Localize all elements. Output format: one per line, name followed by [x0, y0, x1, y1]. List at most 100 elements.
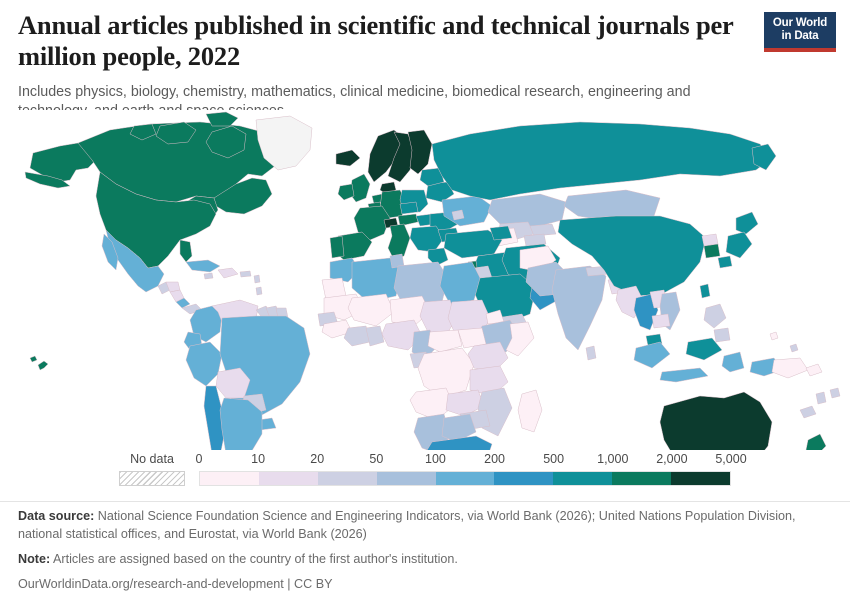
legend-bin-0[interactable]	[200, 472, 259, 485]
country-nigeria[interactable]	[381, 319, 423, 351]
country-zambia[interactable]	[445, 389, 485, 417]
island-baffin[interactable]	[205, 125, 247, 159]
island-banks[interactable]	[129, 123, 157, 141]
island-victoria[interactable]	[155, 121, 197, 145]
country-hawaii[interactable]	[37, 360, 49, 371]
country-malaysia-borneo[interactable]	[685, 337, 723, 361]
country-new-zealand-north[interactable]	[805, 433, 827, 450]
country-portugal[interactable]	[329, 235, 345, 259]
country-philippines[interactable]	[703, 303, 727, 329]
country-hawaii-2[interactable]	[29, 355, 38, 363]
country-mali[interactable]	[347, 293, 395, 327]
country-chile[interactable]	[203, 385, 225, 450]
country-japan-honshu[interactable]	[725, 231, 753, 259]
country-canada-east[interactable]	[213, 177, 273, 215]
islands-lesser-antilles[interactable]	[253, 274, 261, 284]
country-central-african-republic[interactable]	[427, 329, 463, 353]
island-pacific-small-1[interactable]	[789, 343, 799, 353]
island-ellesmere[interactable]	[205, 111, 239, 127]
country-ireland[interactable]	[337, 183, 355, 201]
legend-no-data-swatch[interactable]	[119, 471, 185, 486]
country-kamchatka[interactable]	[751, 143, 777, 171]
country-france[interactable]	[353, 205, 391, 241]
country-argentina[interactable]	[219, 397, 263, 450]
island-pacific-small-2[interactable]	[769, 331, 779, 341]
country-peru[interactable]	[185, 341, 223, 387]
country-kyrgyzstan[interactable]	[529, 223, 557, 237]
footer-note-label: Note:	[18, 551, 51, 566]
country-india[interactable]	[551, 265, 607, 351]
country-jamaica[interactable]	[203, 272, 214, 280]
country-mexico[interactable]	[105, 229, 165, 293]
country-georgia-armenia[interactable]	[489, 225, 513, 241]
country-costa-rica[interactable]	[175, 297, 191, 309]
country-indonesia-java[interactable]	[659, 367, 709, 383]
legend-bin-5[interactable]	[494, 472, 554, 485]
chart-header: Annual articles published in scientific …	[18, 10, 758, 121]
country-south-africa[interactable]	[426, 435, 493, 450]
country-tajikistan[interactable]	[523, 233, 547, 247]
country-sri-lanka[interactable]	[585, 345, 597, 361]
country-baja[interactable]	[101, 233, 119, 271]
country-south-korea[interactable]	[703, 243, 721, 259]
country-ghana[interactable]	[365, 325, 385, 347]
country-algeria[interactable]	[351, 257, 403, 303]
country-taiwan[interactable]	[699, 283, 711, 299]
legend-color-bar[interactable]	[199, 471, 731, 486]
islands-lesser-antilles-2[interactable]	[255, 286, 263, 296]
legend-bin-8[interactable]	[671, 472, 731, 485]
country-russia[interactable]	[431, 121, 773, 201]
country-czechia[interactable]	[399, 201, 419, 215]
map-svg	[24, 111, 841, 450]
country-belarus[interactable]	[425, 181, 455, 203]
legend-tick-0: 0	[195, 452, 203, 466]
legend-bin-6[interactable]	[553, 472, 613, 485]
legend-bin-7[interactable]	[612, 472, 672, 485]
footer-url[interactable]: OurWorldinData.org/research-and-developm…	[18, 576, 333, 591]
island-solomon[interactable]	[805, 363, 823, 377]
world-choropleth-map[interactable]	[0, 110, 850, 450]
country-iceland[interactable]	[335, 149, 361, 167]
country-indonesia-sumatra[interactable]	[633, 341, 671, 369]
country-egypt[interactable]	[439, 261, 481, 305]
country-somalia[interactable]	[505, 321, 535, 357]
country-indonesia-sulawesi[interactable]	[721, 351, 745, 373]
island-vanuatu[interactable]	[815, 391, 827, 405]
country-cambodia[interactable]	[651, 313, 671, 329]
country-united-kingdom[interactable]	[349, 173, 371, 203]
country-us-florida[interactable]	[179, 239, 193, 263]
country-kazakhstan[interactable]	[487, 193, 567, 229]
legend-tick-3: 50	[369, 452, 384, 466]
legend-bin-2[interactable]	[317, 472, 377, 485]
country-cuba[interactable]	[185, 259, 221, 273]
country-papua-new-guinea[interactable]	[771, 357, 809, 379]
country-botswana[interactable]	[441, 413, 477, 443]
footer-note-text: Articles are assigned based on the count…	[53, 551, 458, 566]
country-hispaniola[interactable]	[217, 267, 239, 279]
country-greece[interactable]	[427, 247, 449, 267]
country-japan[interactable]	[735, 211, 759, 235]
country-alaska-panhandle[interactable]	[24, 171, 71, 189]
legend-bin-1[interactable]	[258, 472, 318, 485]
country-baltics[interactable]	[419, 167, 445, 187]
country-ivory-coast[interactable]	[343, 325, 371, 347]
country-greenland[interactable]	[255, 115, 313, 171]
legend-no-data[interactable]: No data	[119, 452, 185, 486]
island-fiji[interactable]	[829, 387, 841, 399]
legend-bin-4[interactable]	[435, 472, 495, 485]
map-legend: No data 0 10 20 50 100 200 500 1,000 2,000 5,000	[0, 452, 850, 500]
owid-logo[interactable]: Our World in Data	[764, 12, 836, 53]
country-finland[interactable]	[407, 129, 433, 175]
country-austria[interactable]	[397, 213, 419, 227]
country-moldova[interactable]	[451, 209, 465, 221]
country-puerto-rico[interactable]	[239, 270, 252, 278]
legend-bin-3[interactable]	[376, 472, 436, 485]
country-japan-kyushu[interactable]	[717, 255, 733, 269]
footer-data-source: Data source: National Science Foundation…	[18, 508, 833, 544]
country-madagascar[interactable]	[517, 389, 543, 433]
country-australia[interactable]	[659, 391, 773, 450]
footer-source-label: Data source:	[18, 509, 95, 523]
island-new-caledonia[interactable]	[799, 405, 817, 419]
country-philippines-mindanao[interactable]	[713, 327, 731, 343]
country-guinea[interactable]	[321, 319, 353, 339]
